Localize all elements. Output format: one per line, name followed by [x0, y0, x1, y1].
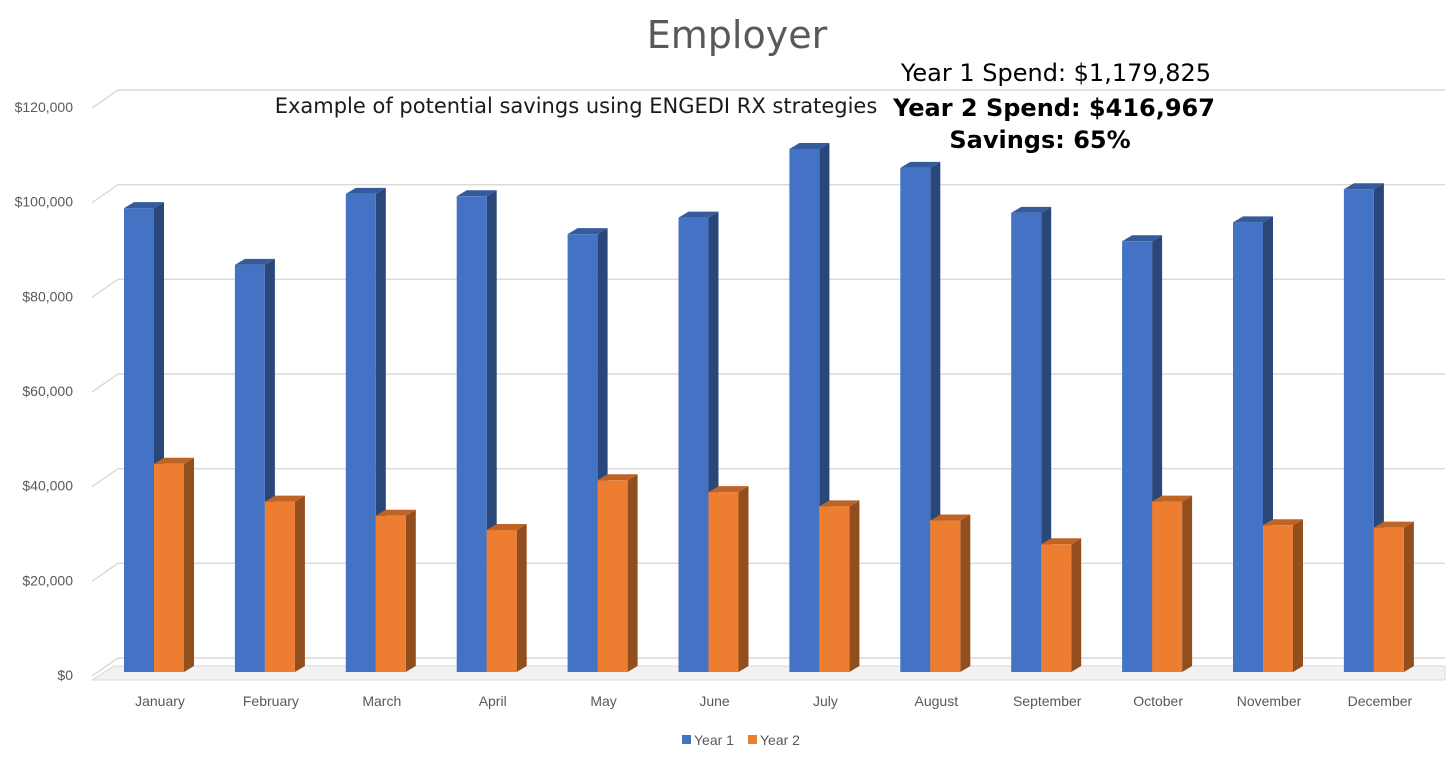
legend-item-year2: Year 2 [748, 732, 800, 748]
x-tick-label: August [915, 693, 959, 709]
bar-year2-january [154, 457, 194, 672]
x-tick-label: December [1348, 693, 1413, 709]
x-tick-label: June [699, 693, 730, 709]
y-tick-label: $40,000 [22, 478, 73, 494]
gridline [91, 467, 1445, 488]
bars [124, 142, 1414, 673]
x-tick-label: September [1013, 693, 1082, 709]
y-tick-label: $100,000 [15, 194, 74, 210]
x-axis-labels: January February March April May June July Augu… [135, 693, 1412, 709]
bar-year2-february [264, 495, 305, 672]
y-tick-label: $120,000 [15, 99, 74, 115]
x-tick-label: January [135, 693, 185, 709]
gridline [91, 373, 1445, 393]
legend-item-year1: Year 1 [682, 732, 734, 748]
gridline [91, 278, 1445, 298]
y-tick-label: $80,000 [22, 288, 73, 304]
bar-year2-december [1373, 521, 1414, 672]
chart-subtitle: Example of potential savings using ENGED… [275, 94, 878, 118]
x-tick-label: May [590, 693, 616, 709]
y-tick-label: $20,000 [22, 572, 73, 588]
bar-year2-november [1263, 519, 1303, 672]
gridlines [90, 89, 1446, 681]
bar-year2-may [597, 474, 638, 672]
gridline [91, 657, 1445, 677]
legend-label: Year 2 [760, 732, 800, 748]
chart-title: Employer [647, 13, 828, 57]
y-axis-ticks: $0 $20,000 $40,000 $60,000 $80,000 $100,000 $1… [15, 99, 74, 683]
legend-swatch [748, 735, 757, 744]
gridline [91, 183, 1445, 204]
year2-spend-annotation: Year 2 Spend: $416,967 [892, 94, 1215, 122]
gridline [91, 562, 1445, 582]
y-tick-label: $60,000 [22, 383, 73, 399]
bar-year1-september [1011, 206, 1052, 672]
bar-year2-september [1041, 538, 1082, 672]
bar-year2-october [1152, 495, 1193, 672]
year1-spend-annotation: Year 1 Spend: $1,179,825 [900, 59, 1211, 87]
x-tick-label: February [243, 693, 299, 709]
legend-swatch [682, 735, 691, 744]
legend-label: Year 1 [694, 732, 734, 748]
bar-year2-august [930, 514, 971, 672]
legend: Year 1 Year 2 [682, 732, 800, 748]
x-tick-label: November [1237, 693, 1302, 709]
x-tick-label: July [813, 693, 838, 709]
bar-year2-july [819, 500, 860, 672]
y-tick-label: $0 [57, 667, 73, 683]
gridline [91, 89, 1445, 109]
bar-year2-april [486, 524, 527, 672]
chart-floor [90, 665, 1446, 681]
savings-annotation: Savings: 65% [949, 126, 1130, 154]
x-tick-label: October [1133, 693, 1183, 709]
x-tick-label: March [362, 693, 401, 709]
bar-year2-june [708, 486, 749, 672]
x-tick-label: April [479, 693, 507, 709]
bar-year2-march [375, 509, 416, 672]
